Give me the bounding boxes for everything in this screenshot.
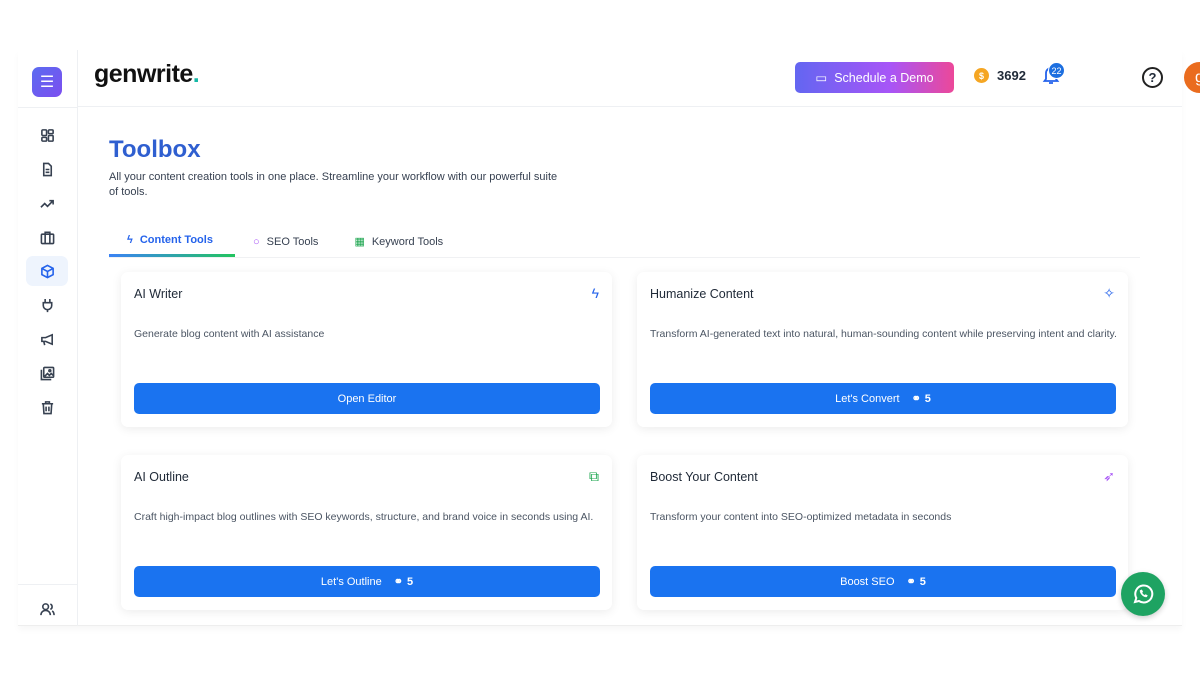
search-icon: ○ (253, 235, 260, 248)
hamburger-icon: ☰ (39, 74, 55, 91)
notification-badge: 22 (1048, 62, 1065, 79)
sidebar-item-announcements[interactable] (26, 324, 68, 354)
tab-seo-tools[interactable]: ○ SEO Tools (253, 235, 319, 248)
sidebar-item-media[interactable] (26, 358, 68, 388)
megaphone-icon (40, 333, 53, 345)
plug-icon (41, 298, 53, 312)
coins-icon: ⚭ (393, 576, 403, 588)
sidebar-item-jobs[interactable] (26, 222, 68, 252)
sidebar-item-trash[interactable] (26, 392, 68, 422)
tool-tabs: ϟ Content Tools ○ SEO Tools ▦ Keyword Tools (109, 226, 1140, 258)
tab-keyword-tools[interactable]: ▦ Keyword Tools (354, 235, 444, 249)
dashboard-icon (40, 128, 54, 142)
sidebar-item-users[interactable] (26, 594, 68, 624)
whatsapp-icon (1133, 584, 1154, 604)
schedule-demo-button[interactable]: ▭ Schedule a Demo (795, 62, 954, 93)
open-editor-button[interactable]: Open Editor (134, 383, 600, 414)
menu-button[interactable]: ☰ (32, 67, 62, 97)
tool-card-humanize: Humanize Content ✧ Transform AI-generated… (637, 272, 1128, 427)
credits-display[interactable]: $3692 (974, 68, 1026, 83)
sidebar-item-documents[interactable] (26, 154, 68, 184)
trash-icon (41, 400, 53, 414)
sidebar: ☰ (18, 50, 78, 626)
tool-card-ai-writer: AI Writer ϟ Generate blog content with AI… (121, 272, 612, 427)
whatsapp-chat-button[interactable] (1121, 572, 1165, 616)
app-window: ☰ genwrite. ▭ Schedule a Demo $3692 22 ? … (18, 50, 1200, 626)
boost-seo-button[interactable]: Boost SEO ⚭ 5 (650, 566, 1116, 597)
workflow-icon: ⧉ (589, 468, 599, 484)
coin-icon: $ (974, 68, 989, 83)
lightning-icon: ϟ (591, 285, 599, 301)
coins-icon: ⚭ (906, 576, 916, 588)
sidebar-item-integrations[interactable] (26, 290, 68, 320)
help-icon[interactable]: ? (1142, 67, 1163, 88)
tab-content-tools[interactable]: ϟ Content Tools (109, 226, 235, 257)
sidebar-item-dashboard[interactable] (26, 120, 68, 150)
users-icon (39, 602, 55, 615)
keyboard-icon: ▦ (354, 236, 365, 248)
document-icon (42, 162, 52, 176)
lets-outline-button[interactable]: Let's Outline ⚭ 5 (134, 566, 600, 597)
trending-icon (39, 199, 54, 208)
page-title: Toolbox (109, 136, 201, 163)
page-subtitle: All your content creation tools in one p… (109, 171, 558, 198)
avatar[interactable]: g (1184, 62, 1200, 93)
coins-icon: ⚭ (911, 393, 921, 405)
lightning-icon: ϟ (127, 234, 133, 246)
calendar-icon: ▭ (815, 71, 828, 85)
rocket-icon: ➶ (1103, 468, 1115, 484)
tool-card-ai-outline: AI Outline ⧉ Craft high-impact blog outli… (121, 455, 612, 610)
briefcase-icon (40, 231, 54, 244)
genwrite-logo[interactable]: genwrite. (94, 60, 200, 88)
tool-card-boost-content: Boost Your Content ➶ Transform your conte… (637, 455, 1128, 610)
lets-convert-button[interactable]: Let's Convert ⚭ 5 (650, 383, 1116, 414)
sidebar-item-toolbox[interactable] (26, 256, 68, 286)
image-icon (40, 366, 54, 380)
top-header: genwrite. ▭ Schedule a Demo $3692 22 ? g (78, 50, 1200, 107)
box-icon (40, 264, 54, 278)
sidebar-item-analytics[interactable] (26, 188, 68, 218)
magic-wand-icon: ✧ (1103, 285, 1115, 301)
